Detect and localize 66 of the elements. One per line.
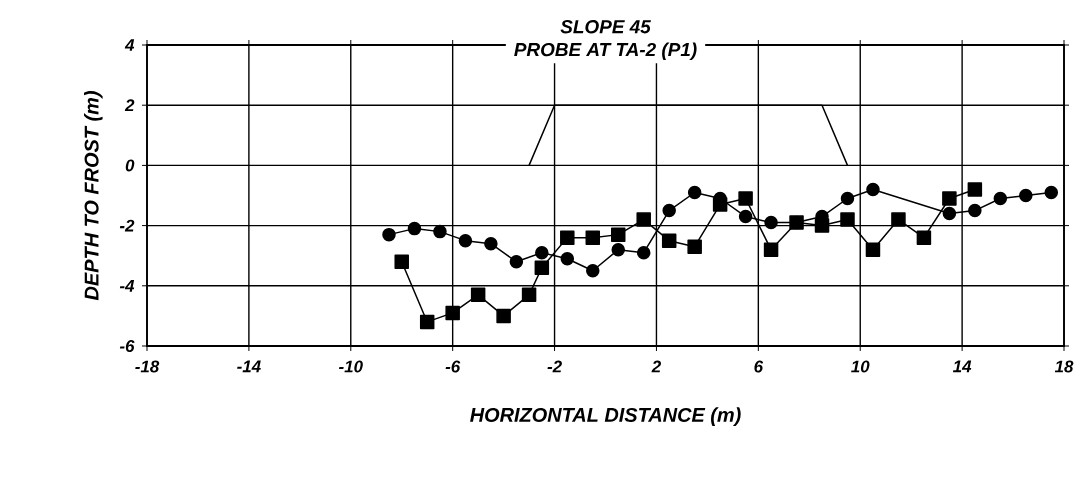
x-tick-label: 14 — [952, 360, 972, 373]
point — [661, 233, 677, 248]
x-axis-title: HORIZONTAL DISTANCE (m) — [470, 407, 741, 426]
point — [610, 227, 626, 242]
y-tick-label: 4 — [124, 39, 135, 51]
point — [687, 185, 702, 200]
x-tick-label: -6 — [445, 360, 461, 373]
point — [968, 203, 982, 218]
x-tick-label: 6 — [754, 360, 764, 373]
point — [560, 251, 575, 266]
point — [712, 197, 728, 212]
point — [789, 215, 804, 230]
y-tick-label: -2 — [119, 219, 135, 232]
point — [470, 287, 486, 303]
point — [496, 308, 511, 324]
point — [509, 254, 524, 269]
point — [433, 224, 447, 239]
point — [407, 221, 422, 236]
point — [967, 182, 983, 197]
point — [636, 245, 651, 260]
x-tick-label: 2 — [651, 360, 661, 373]
point — [942, 191, 957, 206]
point — [445, 305, 460, 321]
y-tick-label: 0 — [125, 159, 135, 172]
point — [916, 230, 932, 245]
x-tick-label: -10 — [339, 360, 363, 373]
point — [814, 218, 830, 233]
y-tick-label: -6 — [119, 340, 135, 352]
point — [534, 260, 550, 275]
point — [763, 242, 779, 257]
point — [484, 236, 498, 251]
point — [840, 191, 855, 206]
point — [993, 191, 1008, 206]
point — [419, 314, 435, 330]
x-tick-label: -18 — [135, 360, 160, 373]
point — [1044, 185, 1059, 200]
x-tick-label: -14 — [237, 360, 261, 373]
x-tick-label: 18 — [1054, 360, 1074, 373]
y-axis-title: DEPTH TO FROST (m) — [84, 91, 103, 301]
point — [764, 215, 778, 230]
point — [382, 227, 396, 242]
point — [1019, 188, 1033, 203]
point — [866, 182, 880, 197]
point — [738, 209, 753, 224]
point — [560, 230, 575, 245]
x-tick-label: 10 — [851, 360, 870, 373]
point — [458, 233, 473, 248]
point — [738, 191, 753, 206]
chart-title: SLOPE 45 — [560, 19, 651, 34]
point — [611, 242, 625, 257]
y-tick-label: -4 — [119, 279, 135, 292]
point — [521, 287, 537, 303]
point — [662, 203, 676, 218]
y-tick-label: 2 — [124, 99, 135, 112]
x-tick-label: -2 — [547, 360, 562, 373]
point — [687, 239, 702, 254]
point — [942, 206, 957, 221]
point — [394, 254, 409, 269]
point — [586, 264, 600, 278]
point — [585, 230, 601, 245]
point — [535, 245, 549, 260]
point — [891, 212, 906, 227]
chart-subtitle: PROBE AT TA-2 (P1) — [514, 42, 697, 61]
point — [840, 212, 855, 227]
point — [636, 212, 651, 227]
point — [865, 242, 881, 257]
